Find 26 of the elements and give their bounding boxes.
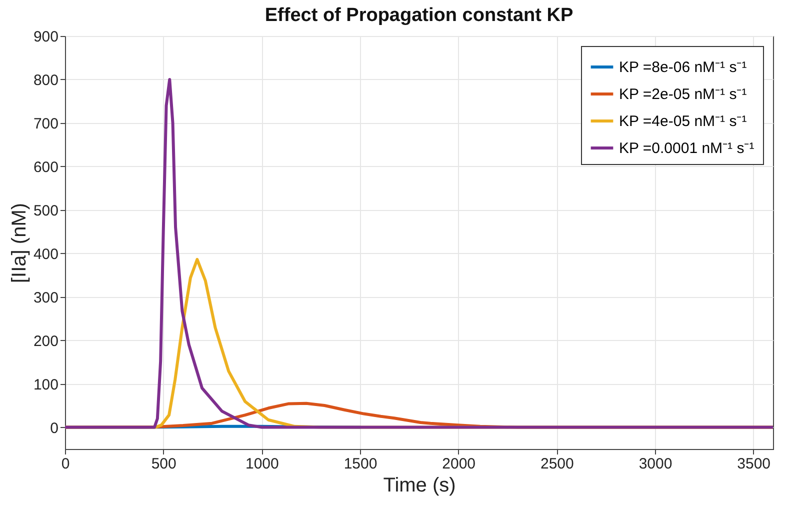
y-tick-label: 700 <box>33 115 58 132</box>
x-tick-label: 500 <box>151 456 176 472</box>
y-tick-label: 800 <box>33 72 58 89</box>
y-tick-label: 500 <box>33 202 58 220</box>
legend-label: KP =2e-05 nM⁻¹ s⁻¹ <box>619 86 747 103</box>
y-tick-label: 400 <box>33 246 58 263</box>
x-tick-label: 1000 <box>245 456 279 472</box>
y-tick-label: 0 <box>50 420 58 437</box>
y-tick-label: 900 <box>33 28 58 46</box>
y-tick-label: 200 <box>33 332 58 350</box>
x-axis-title: Time (s) <box>383 474 456 496</box>
y-tick-label: 600 <box>33 158 58 176</box>
x-tick-label: 2500 <box>540 456 574 472</box>
y-tick-label: 100 <box>33 376 58 394</box>
x-tick-label: 1500 <box>344 456 378 472</box>
legend-label: KP =8e-06 nM⁻¹ s⁻¹ <box>619 59 747 76</box>
legend-label: KP =4e-05 nM⁻¹ s⁻¹ <box>619 113 747 130</box>
line-series <box>65 78 773 429</box>
x-tick-label: 0 <box>61 456 70 472</box>
x-tick-label: 2000 <box>442 456 476 472</box>
y-axis-title: [IIa] (nM) <box>8 202 30 284</box>
x-tick-label: 3000 <box>638 456 672 472</box>
chart-title: Effect of Propagation constant KP <box>264 5 574 26</box>
x-tick-label: 3500 <box>737 456 771 472</box>
y-tick-label: 300 <box>33 289 58 306</box>
legend-label: KP =0.0001 nM⁻¹ s⁻¹ <box>619 140 754 157</box>
